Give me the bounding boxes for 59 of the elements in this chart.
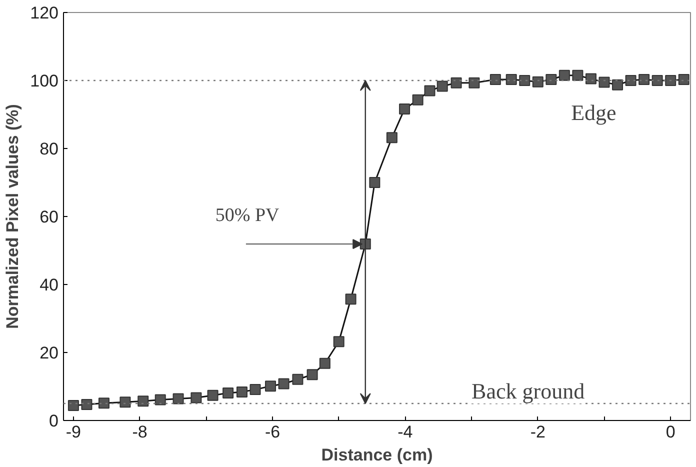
point	[236, 386, 248, 398]
point	[652, 75, 663, 86]
annotation: Back ground	[472, 378, 585, 404]
point	[572, 70, 584, 81]
x-tick-label: -4	[398, 422, 413, 442]
point	[546, 74, 557, 85]
point	[506, 74, 517, 85]
y-axis-title: Normalized Pixel values (%)	[3, 104, 22, 329]
point	[638, 74, 650, 85]
point	[333, 336, 344, 348]
annotation: Edge	[571, 100, 616, 125]
point	[450, 77, 462, 88]
point	[490, 74, 501, 85]
x-tick-label: -8	[132, 422, 148, 442]
point	[138, 396, 149, 407]
point	[265, 380, 276, 392]
point	[468, 77, 480, 88]
point	[532, 76, 544, 88]
y-tick-label: 100	[30, 72, 59, 90]
x-tick-label: -9	[66, 422, 82, 442]
point	[120, 396, 131, 408]
point	[154, 394, 166, 406]
point	[558, 70, 570, 81]
point	[81, 399, 92, 410]
point	[207, 390, 218, 401]
point	[585, 73, 596, 84]
y-tick-label: 80	[40, 140, 59, 158]
point	[278, 378, 290, 390]
point	[436, 80, 448, 92]
point	[68, 400, 79, 412]
point	[386, 132, 398, 144]
point	[678, 74, 690, 85]
point	[519, 75, 530, 86]
point	[319, 358, 330, 369]
point	[399, 104, 410, 115]
point	[292, 374, 304, 385]
y-tick-label: 60	[40, 208, 59, 226]
point	[598, 76, 610, 88]
point	[612, 79, 624, 90]
y-tick-label: 40	[40, 276, 59, 294]
point	[412, 94, 424, 106]
y-tick-label: 20	[40, 344, 59, 362]
point	[369, 177, 380, 188]
x-tick-label: -2	[530, 422, 546, 442]
point	[625, 75, 636, 86]
annotation: 50% PV	[215, 205, 280, 226]
y-tick-label: 120	[30, 4, 59, 22]
point	[424, 85, 436, 96]
point	[306, 369, 318, 380]
point	[98, 398, 110, 409]
x-tick-label: 0	[666, 422, 676, 442]
point	[250, 384, 261, 396]
point	[345, 294, 356, 305]
point	[190, 392, 202, 404]
point	[222, 387, 234, 398]
x-axis-title: Distance (cm)	[321, 446, 433, 464]
x-tick-label: -6	[264, 422, 280, 442]
point	[172, 393, 184, 404]
point	[665, 75, 676, 86]
